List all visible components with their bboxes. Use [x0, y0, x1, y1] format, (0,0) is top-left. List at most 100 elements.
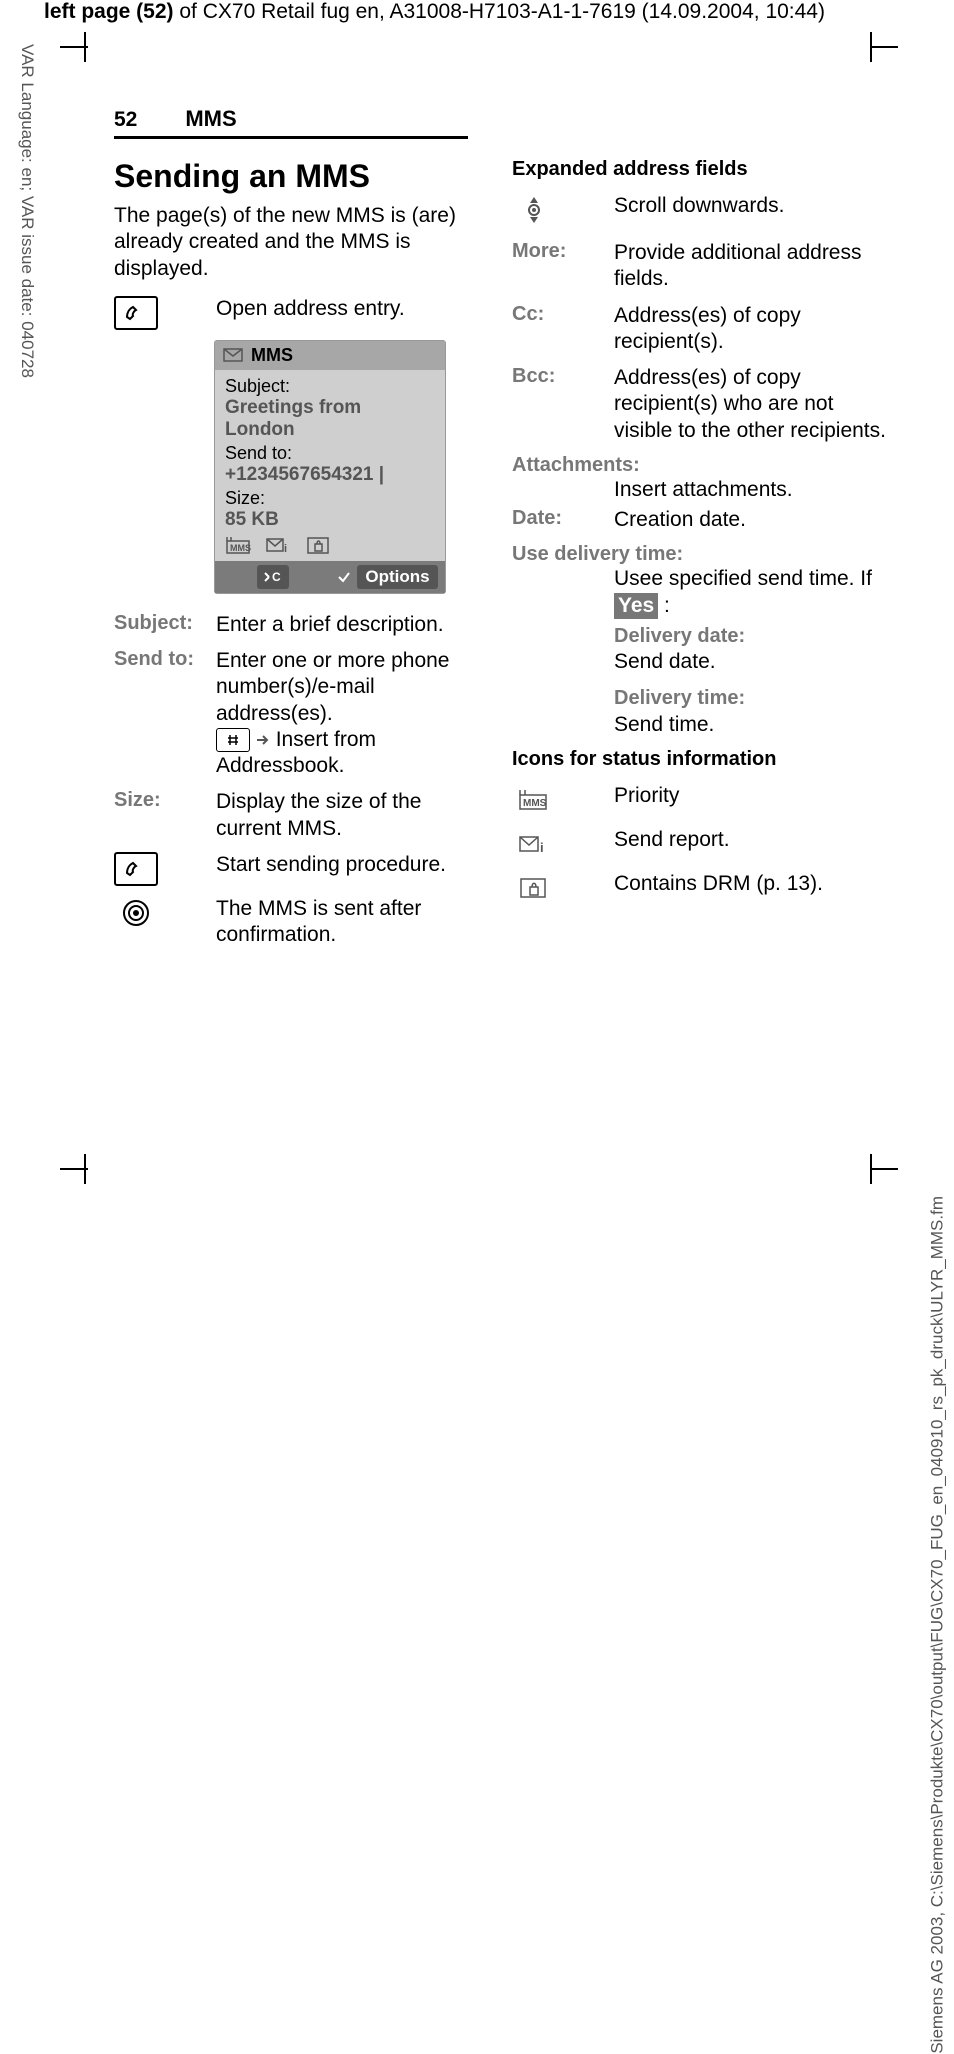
size-key: Size: — [114, 789, 161, 811]
crop-mark — [870, 1168, 898, 1170]
udt-val-b: : — [658, 594, 670, 617]
udt-key: Use delivery time: — [512, 543, 888, 566]
side-right-text: Siemens AG 2003, C:\Siemens\Produkte\CX7… — [928, 1196, 948, 2054]
def-deliv-time: Delivery time: Send time. — [512, 685, 888, 738]
def-date: Date: Creation date. — [512, 507, 888, 533]
def-start: Start sending procedure. — [114, 852, 490, 886]
options-button: Options — [357, 565, 437, 589]
date-key: Date: — [512, 507, 562, 529]
confirm-val: The MMS is sent after confirmation. — [216, 896, 490, 949]
intro-text: The page(s) of the new MMS is (are) alre… — [114, 203, 490, 282]
deliv-date: Delivery date: Send date. — [614, 623, 888, 676]
more-key: More: — [512, 240, 566, 262]
svg-text:MMS: MMS — [230, 543, 251, 553]
scroll-icon — [512, 193, 556, 227]
open-entry-row: Open address entry. — [114, 296, 490, 330]
phone-subject-label: Subject: — [225, 376, 435, 397]
svg-text:MMS: MMS — [523, 798, 547, 809]
expanded-heading: Expanded address fields — [512, 158, 888, 181]
date-val: Creation date. — [614, 507, 888, 533]
sendto-val: Enter one or more phone number(s)/e-mail… — [216, 648, 490, 779]
side-left: VAR Language: en; VAR issue date: 040728 — [17, 44, 37, 404]
bcc-key: Bcc: — [512, 365, 555, 387]
deliv-time: Delivery time: Send time. — [614, 685, 888, 738]
att-key: Attachments: — [512, 454, 888, 477]
cc-val: Address(es) of copy recipient(s). — [614, 303, 888, 356]
def-more: More: Provide additional address fields. — [512, 240, 888, 293]
deliv-time-val: Send time. — [614, 713, 714, 736]
clear-key-icon: C — [257, 565, 289, 589]
phone-subject-value: Greetings from London — [225, 397, 435, 441]
svg-text:C: C — [272, 570, 281, 584]
check-icon — [337, 570, 351, 584]
page-header: 52 MMS — [114, 106, 884, 139]
main-title: Sending an MMS — [114, 158, 490, 195]
bcc-val: Address(es) of copy recipient(s) who are… — [614, 365, 888, 444]
svg-text:i: i — [540, 840, 544, 855]
phone-softkeys: C Options — [215, 561, 445, 593]
center-key-icon — [114, 896, 158, 930]
page: left page (52) of CX70 Retail fug en, A3… — [0, 0, 954, 1246]
def-scroll: Scroll downwards. — [512, 193, 888, 230]
send-report-icon: i — [265, 535, 293, 555]
topline-rest: of CX70 Retail fug en, A31008-H7103-A1-1… — [174, 0, 825, 23]
def-confirm: The MMS is sent after confirmation. — [114, 896, 490, 949]
crop-mark — [870, 46, 898, 48]
crop-mark — [870, 1154, 872, 1184]
softkey-left: C — [215, 561, 330, 593]
phone-sendto-label: Send to: — [225, 443, 435, 464]
def-sendto: Send to: Enter one or more phone number(… — [114, 648, 490, 779]
left-column: Sending an MMS The page(s) of the new MM… — [114, 158, 490, 958]
section-title: MMS — [185, 106, 236, 132]
arrow-right-icon — [256, 734, 270, 746]
right-column: Expanded address fields Scroll downwards… — [512, 158, 888, 958]
columns: Sending an MMS The page(s) of the new MM… — [114, 158, 894, 958]
icons-heading: Icons for status information — [512, 748, 888, 771]
scroll-val: Scroll downwards. — [614, 193, 888, 219]
phone-status-icons: MMS i — [215, 535, 445, 561]
def-attachments: Attachments: Insert attachments. — [512, 454, 888, 503]
drm-icon — [305, 535, 333, 555]
yes-box: Yes — [614, 593, 658, 619]
deliv-date-val: Send date. — [614, 650, 716, 673]
side-right: Siemens AG 2003, C:\Siemens\Produkte\CX7… — [918, 0, 948, 1246]
def-udt: Use delivery time: Usee specified send t… — [512, 543, 888, 619]
def-deliv-date: Delivery date: Send date. — [512, 623, 888, 676]
subject-val: Enter a brief description. — [216, 612, 490, 638]
drm-icon — [512, 871, 556, 905]
phone-size-label: Size: — [225, 488, 435, 509]
def-size: Size: Display the size of the current MM… — [114, 789, 490, 842]
cc-key: Cc: — [512, 303, 544, 325]
sendto-key: Send to: — [114, 648, 194, 670]
crop-mark — [84, 32, 86, 62]
deliv-date-key: Delivery date: — [614, 625, 745, 647]
phone-size-value: 85 KB — [225, 509, 435, 531]
call-key-icon — [114, 852, 158, 886]
crop-mark — [870, 32, 872, 62]
priority-icon: MMS — [512, 783, 556, 817]
udt-val-a: Usee specified send time. If — [614, 567, 872, 590]
ico-priority-val: Priority — [614, 783, 888, 809]
more-val: Provide additional address fields. — [614, 240, 888, 293]
envelope-icon — [223, 348, 243, 362]
open-entry-text: Open address entry. — [216, 296, 490, 322]
att-val: Insert attachments. — [614, 477, 888, 503]
send-report-icon: i — [512, 827, 556, 861]
side-left-text: VAR Language: en; VAR issue date: 040728 — [17, 44, 37, 378]
phone-title-bar: MMS — [215, 341, 445, 370]
svg-text:i: i — [284, 543, 287, 555]
def-ico-priority: MMS Priority — [512, 783, 888, 817]
phone-sendto-value: +1234567654321 | — [225, 464, 435, 486]
udt-val: Usee specified send time. If Yes : — [614, 566, 888, 619]
ico-drm-val: Contains DRM (p. 13). — [614, 871, 888, 897]
ico-report-val: Send report. — [614, 827, 888, 853]
priority-icon: MMS — [225, 535, 253, 555]
deliv-time-key: Delivery time: — [614, 687, 745, 709]
def-ico-drm: Contains DRM (p. 13). — [512, 871, 888, 905]
softkey-right: Options — [330, 561, 445, 593]
sendto-val-a: Enter one or more phone number(s)/e-mail… — [216, 649, 449, 725]
phone-screen: MMS Subject: Greetings from London Send … — [214, 340, 446, 594]
def-subject: Subject: Enter a brief description. — [114, 612, 490, 638]
topline: left page (52) of CX70 Retail fug en, A3… — [44, 0, 825, 24]
call-key-icon — [114, 296, 158, 330]
